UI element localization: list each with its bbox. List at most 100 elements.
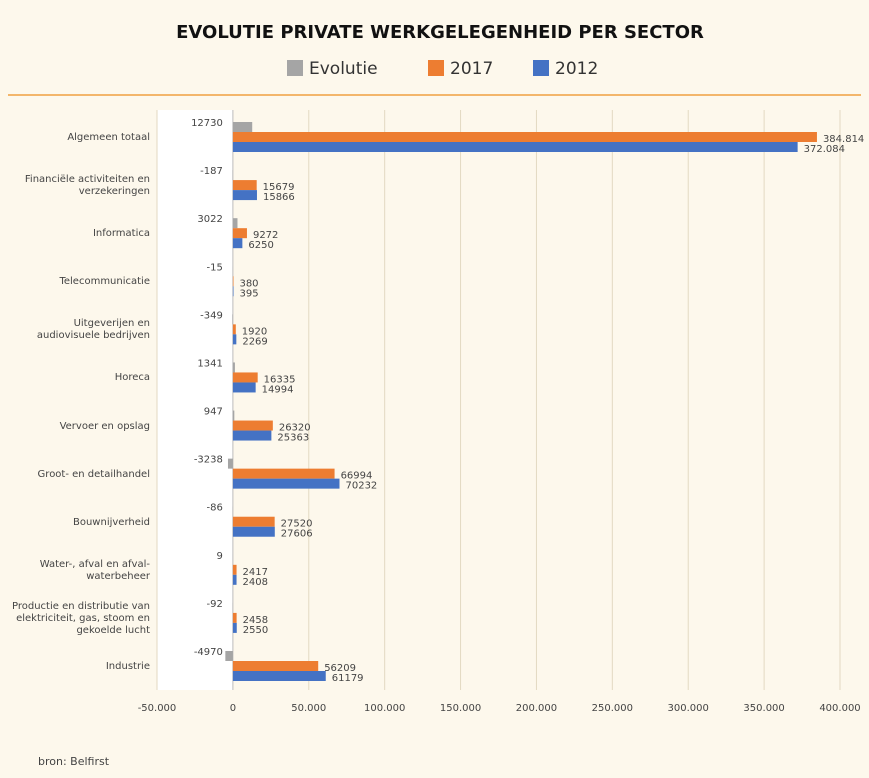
category-label: Informatica <box>92 228 150 240</box>
bar <box>232 218 238 229</box>
x-tick-label: 400.000 <box>819 703 860 714</box>
bar <box>232 516 275 527</box>
x-tick-label: 350.000 <box>743 703 784 714</box>
value-label: 9272 <box>253 230 278 241</box>
bar <box>232 420 273 431</box>
bar <box>232 478 340 489</box>
legend-swatch <box>287 60 303 76</box>
value-label: 2269 <box>242 336 267 347</box>
value-label: 15679 <box>263 182 295 193</box>
value-label: 16335 <box>264 374 296 385</box>
value-label: 12730 <box>191 118 223 129</box>
value-label: 1341 <box>197 358 222 369</box>
bar <box>232 362 235 373</box>
bar <box>232 526 275 537</box>
value-label: 6250 <box>248 240 273 251</box>
value-label: 70232 <box>345 481 377 492</box>
value-label: 384.814 <box>823 134 864 145</box>
value-label: 3022 <box>197 214 222 225</box>
bar <box>232 142 798 152</box>
value-label: -3238 <box>194 455 223 466</box>
legend-label: 2012 <box>555 59 598 79</box>
value-label: 56209 <box>324 663 356 674</box>
value-label: 15866 <box>263 192 295 203</box>
value-label: 2408 <box>243 577 268 588</box>
value-label: -4970 <box>194 647 223 658</box>
bar <box>232 324 236 335</box>
x-tick-label: 250.000 <box>592 703 633 714</box>
x-tick-label: 150.000 <box>440 703 481 714</box>
bar <box>232 410 235 421</box>
legend-label: Evolutie <box>309 59 378 79</box>
value-label: 2550 <box>243 625 268 636</box>
label-panel <box>157 110 233 690</box>
value-label: -86 <box>207 503 223 514</box>
bar <box>232 122 253 132</box>
category-label: Financiële activiteiten en verzekeringen <box>24 174 150 198</box>
x-tick-label: 100.000 <box>364 703 405 714</box>
x-tick-label: 300.000 <box>668 703 709 714</box>
value-label: -92 <box>207 599 223 610</box>
value-label: 2458 <box>243 615 268 626</box>
value-label: 380 <box>239 278 258 289</box>
bar <box>232 180 257 191</box>
category-label: Bouwnijverheid <box>72 516 150 528</box>
value-label: 372.084 <box>804 144 845 155</box>
value-label: 25363 <box>277 433 309 444</box>
value-label: 395 <box>239 288 258 299</box>
bar <box>232 622 237 633</box>
value-label: 27606 <box>281 529 313 540</box>
bar <box>232 382 256 393</box>
category-label: Vervoer en opslag <box>59 420 150 432</box>
legend-label: 2017 <box>450 59 493 79</box>
bar <box>232 286 234 297</box>
bar <box>232 671 326 681</box>
bar <box>232 430 272 441</box>
value-label: 2417 <box>243 567 268 578</box>
bar <box>227 458 233 469</box>
bar <box>232 574 237 585</box>
x-tick-label: 50.000 <box>291 703 326 714</box>
value-label: 66994 <box>341 471 373 482</box>
bar <box>232 612 237 623</box>
value-label: 947 <box>204 407 223 418</box>
value-label: 9 <box>217 551 223 562</box>
legend-swatch <box>533 60 549 76</box>
value-label: 14994 <box>262 384 294 395</box>
bar <box>225 651 233 661</box>
category-label: Uitgeverijen en audiovisuele bedrijven <box>36 318 150 342</box>
bar <box>232 468 335 479</box>
bar <box>232 314 233 325</box>
value-label: 1920 <box>242 326 267 337</box>
category-label: Telecommunicatie <box>59 276 150 288</box>
value-label: 61179 <box>332 673 364 684</box>
x-tick-label: -50.000 <box>138 703 177 714</box>
category-label: Horeca <box>114 372 150 384</box>
bar <box>232 372 258 383</box>
category-label: Algemeen totaal <box>67 132 150 143</box>
source: bron: Belfirst <box>38 755 110 768</box>
bar <box>232 190 257 201</box>
legend-swatch <box>428 60 444 76</box>
category-label: Industrie <box>105 661 150 672</box>
x-tick-label: 0 <box>230 703 236 714</box>
bar <box>232 661 319 671</box>
value-label: 27520 <box>281 519 313 530</box>
category-label: Productie en distributie van elektricite… <box>12 600 150 636</box>
value-label: -349 <box>200 310 223 321</box>
value-label: -15 <box>207 262 223 273</box>
x-tick-label: 200.000 <box>516 703 557 714</box>
bar <box>232 276 234 287</box>
bar <box>232 228 247 239</box>
bar <box>232 238 243 249</box>
bar <box>232 132 817 142</box>
category-label: Water-, afval en afval-waterbeheer <box>39 558 150 582</box>
chart-title: EVOLUTIE PRIVATE WERKGELEGENHEID PER SEC… <box>176 22 704 43</box>
value-label: 26320 <box>279 423 311 434</box>
bar <box>232 564 237 575</box>
bar <box>232 334 237 345</box>
value-label: -187 <box>200 166 223 177</box>
category-label: Groot- en detailhandel <box>37 468 150 480</box>
